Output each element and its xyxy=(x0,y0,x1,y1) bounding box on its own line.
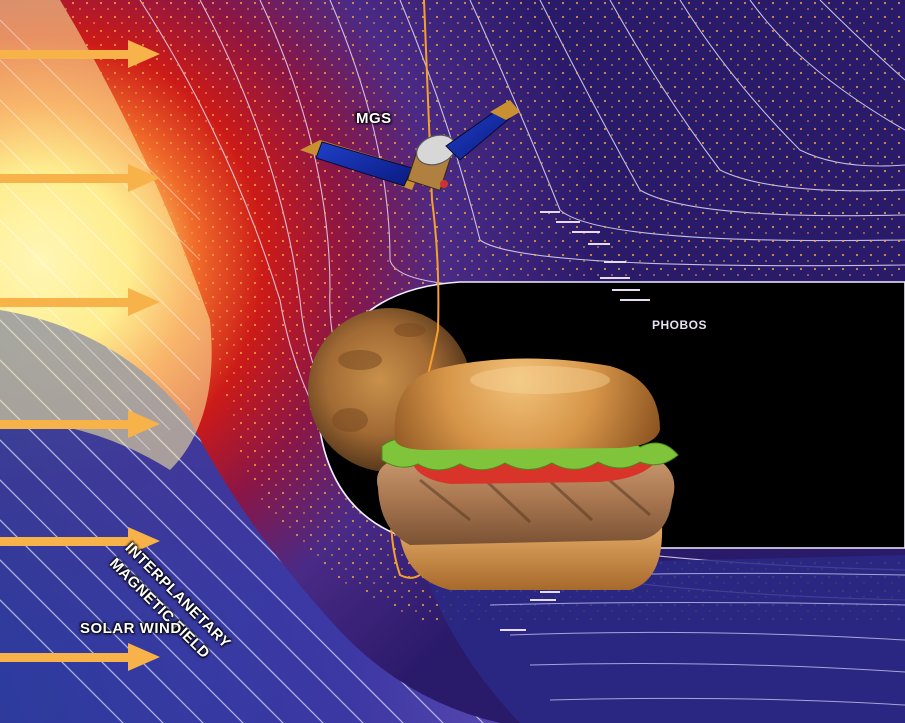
mars-surface-features xyxy=(332,323,426,432)
phobos-label: PHOBOS xyxy=(652,318,708,332)
arrow-3 xyxy=(0,288,160,316)
arrow-5 xyxy=(0,527,160,555)
arrow-1 xyxy=(0,40,160,68)
solar-glow xyxy=(0,0,212,470)
arrow-2 xyxy=(0,164,160,192)
arrow-6 xyxy=(0,643,160,671)
phobos-orbit-ticks xyxy=(500,211,650,631)
burger-overlay xyxy=(376,358,679,590)
mgs-label: MGS xyxy=(356,110,392,127)
arrow-4 xyxy=(0,410,160,438)
solar-wind-label: SOLAR WIND xyxy=(80,620,182,637)
burger-top-bun xyxy=(394,358,660,450)
mgs-spacecraft xyxy=(300,100,520,192)
bun-highlight xyxy=(470,366,610,394)
imf-lines-upper xyxy=(0,19,201,451)
solar-wind-arrows xyxy=(0,40,160,671)
lower-flank xyxy=(420,555,905,723)
